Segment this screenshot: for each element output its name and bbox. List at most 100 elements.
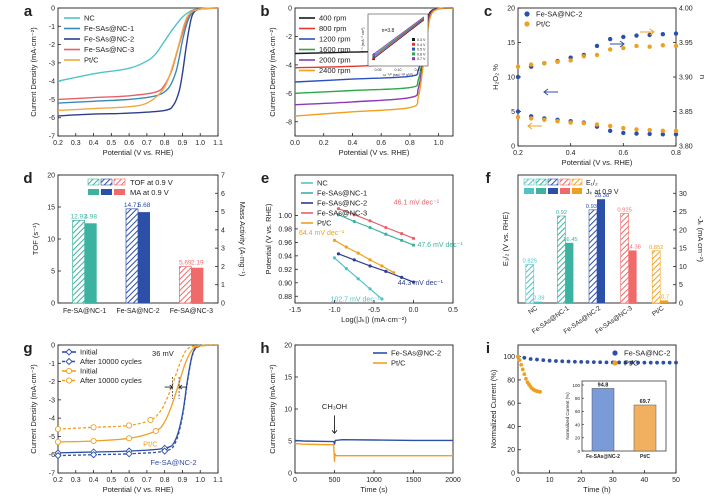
y-tick-label: 3.95 <box>679 40 693 47</box>
legend-label: Initial <box>80 348 98 357</box>
inset-fit-line <box>371 16 425 56</box>
x-tick-label: -0.5 <box>368 307 380 314</box>
y-tick-label: 10 <box>507 75 515 82</box>
y2-axis-label: n <box>698 75 707 79</box>
series-point-Pt/C <box>520 367 525 372</box>
category-label: NC <box>527 305 539 316</box>
bar-value-label: 2.19 <box>191 260 204 267</box>
tafel-slope-label: 64.4 mV dec⁻¹ <box>299 230 345 237</box>
legend-label: Fe-SAs@NC-3 <box>84 45 134 54</box>
x-tick-label: 0.9 <box>178 140 188 147</box>
panel-h: h 0 500 1000 1500 2000 0 5 10 15 20 Time (s) Current… <box>260 340 460 494</box>
series-point-Pt/C (H2O2) <box>607 123 613 129</box>
x-tick-label: 0.4 <box>89 477 99 484</box>
tafel-slope-label: 44.3 mV dec⁻¹ <box>398 280 444 287</box>
y-tick-label: 20 <box>507 447 515 454</box>
y2-axis-label: Mass Activity (A·mg⁻¹) <box>238 202 247 277</box>
arrow-left-blue <box>543 88 558 96</box>
legend-swatch <box>536 188 546 194</box>
series-point-Fe-SAs@NC-1 <box>368 225 372 230</box>
legend-marker <box>524 21 530 27</box>
series-point-Fe-SA@NC-2 <box>585 360 590 364</box>
x-axis-label: Potential (V vs. RHE) <box>562 158 633 167</box>
x-tick-label: 0.5 <box>106 477 116 484</box>
inset-fit-line <box>371 18 425 58</box>
y-tick-label: 0 <box>51 301 55 308</box>
series-point-Pt/C <box>332 238 337 242</box>
inset-y-tick-label: 100 <box>572 383 580 388</box>
circle-marker <box>65 367 73 375</box>
circle-marker <box>152 427 159 434</box>
inset-bar <box>591 388 615 452</box>
bar-e-half <box>557 215 566 304</box>
y-tick-label: 5 <box>288 439 292 446</box>
panel-label: e <box>261 170 269 187</box>
bar-value-label: 0.7 <box>661 294 669 300</box>
bar-value-label: 0.925 <box>617 207 632 213</box>
bar-value-label: 14.38 <box>626 244 641 250</box>
inset-legend-label: 0.5 V <box>417 48 426 52</box>
x-tick-label: 0.2 <box>319 140 329 147</box>
series-point-Fe-SA@NC-2 <box>674 360 678 365</box>
arrow-right-orange <box>640 28 655 36</box>
bar-value-label: 12.92 <box>71 213 88 220</box>
y-tick-label: 15 <box>679 246 687 253</box>
series-point-Fe-SAs@NC-1 <box>336 213 341 217</box>
y-tick-label: -8 <box>286 119 292 126</box>
legend-label: 1600 rpm <box>319 45 351 54</box>
x-tick-label: 0.3 <box>71 140 81 147</box>
series-point-Fe-SA@NC-2 (n) <box>660 32 666 37</box>
legend-label: 800 rpm <box>319 24 347 33</box>
panel-label: i <box>486 340 490 357</box>
y-tick-label: 10 <box>284 407 292 414</box>
legend-label: NC <box>84 14 95 23</box>
y-axis-label: Current Density (mA·cm⁻²) <box>29 364 38 454</box>
y-tick-label: 0 <box>511 471 515 478</box>
y-tick-label: 0 <box>51 343 55 350</box>
y-tick-label: 0.96 <box>278 240 292 247</box>
series-point-Pt/C <box>522 372 527 376</box>
y2-axis-label: -Jₖ (mA cm⁻²) <box>696 216 705 262</box>
x-tick-label: 0.3 <box>71 477 81 484</box>
y-tick-label: 5 <box>679 282 683 289</box>
series-point-Fe-SA@NC-2 <box>661 360 666 365</box>
x-tick-label: 1.0 <box>195 140 205 147</box>
series-point-Fe-SAs@NC-3 <box>368 219 372 223</box>
x-tick-label: 0.6 <box>124 477 134 484</box>
y-tick-label: 2 <box>221 264 225 271</box>
series-point-Pt/C (H2O2) <box>581 121 587 126</box>
inset-y-tick-label: 80 <box>575 396 581 401</box>
inset-annotation: n=3.8 <box>382 28 395 34</box>
series-point-Pt/C (n) <box>607 47 613 52</box>
legend-label: Fe-SAs@NC-1 <box>317 189 367 198</box>
y-tick-label: 4 <box>221 227 225 234</box>
series-point-Fe-SA@NC-2 <box>623 360 628 365</box>
series-point-Fe-SA@NC-2 <box>636 360 640 365</box>
y-tick-label: 3.85 <box>679 109 693 116</box>
y-tick-label: -6 <box>286 91 292 98</box>
bar-jk <box>565 242 574 303</box>
legend-swatch <box>523 178 535 186</box>
y-axis-label: H₂O₂ % <box>491 64 500 90</box>
series-point-Pt/C (n) <box>555 59 560 65</box>
legend-label: Fe-SAs@NC-2 <box>391 349 441 358</box>
series-point-NC <box>356 277 360 281</box>
y-axis-label: Normalized Current (%) <box>489 369 498 448</box>
circle-marker <box>54 438 62 445</box>
y-tick-label: -2 <box>49 42 55 49</box>
x-axis-label: Potential (V vs. RHE) <box>103 148 174 157</box>
series-point-Pt/C (H2O2) <box>634 127 639 132</box>
x-tick-label: 0.8 <box>160 140 170 147</box>
tafel-slope-label: 47.6 mV dec⁻¹ <box>417 242 463 249</box>
series-point-Pt/C (n) <box>542 61 547 66</box>
x-tick-label: 0.2 <box>53 477 63 484</box>
x-tick-label: 1.1 <box>213 477 223 484</box>
series-point-Pt/C (H2O2) <box>647 127 652 133</box>
x-axis-label: Time (h) <box>583 485 611 494</box>
bar-value-label: 16.45 <box>563 237 578 243</box>
panel-d: d 0 5 10 15 20 0 1 2 3 4 5 6 7 TOF (s⁻¹) Mass Activity … <box>23 170 247 315</box>
legend-swatch <box>548 188 558 194</box>
legend-swatch <box>572 188 582 194</box>
series-point-Pt/C (n) <box>660 43 666 48</box>
